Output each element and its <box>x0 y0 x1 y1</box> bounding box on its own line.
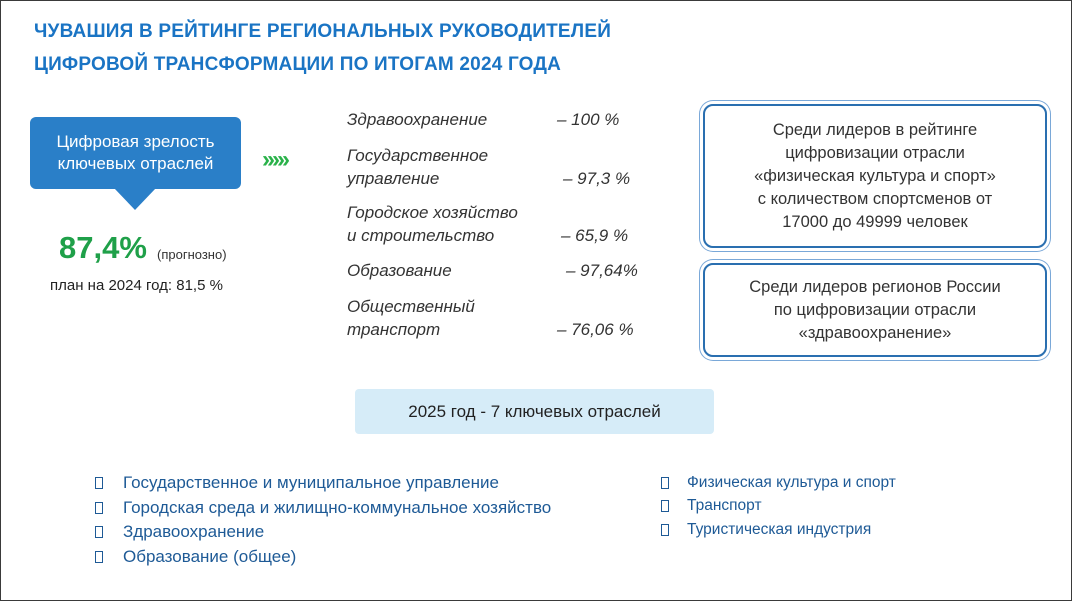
list-item-label: Физическая культура и спорт <box>687 473 896 491</box>
maturity-value: 87,4% <box>59 230 147 265</box>
callout-line-2: ключевых отраслей <box>57 154 214 173</box>
list-item: Образование (общее) <box>95 545 551 570</box>
list-item: Здравоохранение <box>95 520 551 545</box>
list-item: Городская среда и жилищно-коммунальное х… <box>95 496 551 521</box>
sector-name-education: Образование <box>347 259 452 282</box>
list-item: Транспорт <box>661 495 896 519</box>
list-item: Физическая культура и спорт <box>661 471 896 495</box>
sector-label: транспорт <box>347 320 441 339</box>
bullet-icon <box>95 550 103 563</box>
list-item: Государственное и муниципальное управлен… <box>95 471 551 496</box>
list-item-label: Образование (общее) <box>123 546 297 566</box>
sector-name-healthcare: Здравоохранение <box>347 108 487 131</box>
bullet-icon <box>661 500 669 513</box>
sector-value-healthcare: – 100 % <box>557 110 620 129</box>
callout-tail <box>114 188 156 210</box>
plan-text: план на 2024 год: 81,5 % <box>50 277 223 294</box>
box-line: Среди лидеров в рейтинге <box>772 120 978 139</box>
sector-name-gov: Государственное управление <box>347 144 488 190</box>
title-line-2: ЦИФРОВОЙ ТРАНСФОРМАЦИИ ПО ИТОГАМ 2024 ГО… <box>34 54 562 75</box>
healthcare-leader-box: Среди лидеров регионов России по цифрови… <box>703 263 1047 357</box>
bullet-icon <box>661 476 669 489</box>
key-sectors-list-right: Физическая культура и спорт Транспорт Ту… <box>661 471 896 542</box>
bullet-icon <box>95 526 103 539</box>
sector-label: Государственное <box>347 146 489 165</box>
sector-value-gov: – 97,3 % <box>563 169 631 188</box>
sector-value-urban: – 65,9 % <box>561 226 629 245</box>
list-item: Туристическая индустрия <box>661 518 896 542</box>
forecast-note: (прогнозно) <box>157 247 227 262</box>
sector-value-education: – 97,64% <box>566 261 638 280</box>
list-item-label: Государственное и муниципальное управлен… <box>123 473 499 493</box>
chevrons-right-icon: ››››› <box>262 146 290 173</box>
bullet-icon <box>95 501 103 514</box>
bullet-icon <box>661 523 669 536</box>
sector-label: Здравоохранение <box>347 110 488 129</box>
box-line: «здравоохранение» <box>798 323 952 342</box>
bullet-icon <box>95 477 103 490</box>
callout-line-1: Цифровая зрелость <box>56 132 215 151</box>
box-line: с количеством спортсменов от <box>757 189 993 208</box>
box-line: Среди лидеров регионов России <box>749 277 1001 296</box>
key-sectors-banner: 2025 год - 7 ключевых отраслей <box>355 389 714 434</box>
sector-value-transport: – 76,06 % <box>557 320 634 339</box>
sector-label: Общественный <box>347 297 475 316</box>
sector-label: управление <box>347 169 440 188</box>
box-line: цифровизации отрасли <box>785 143 965 162</box>
box-line: 17000 до 49999 человек <box>782 212 968 231</box>
sector-label: Образование <box>347 261 452 280</box>
digital-maturity-callout: Цифровая зрелость ключевых отраслей <box>30 117 241 189</box>
title-line-1: ЧУВАШИЯ В РЕЙТИНГЕ РЕГИОНАЛЬНЫХ РУКОВОДИ… <box>34 21 612 42</box>
list-item-label: Городская среда и жилищно-коммунальное х… <box>123 497 552 517</box>
key-sectors-list-left: Государственное и муниципальное управлен… <box>95 471 551 569</box>
box-line: «физическая культура и спорт» <box>754 166 996 185</box>
sector-label: Городское хозяйство <box>347 203 518 222</box>
sector-name-transport: Общественный транспорт <box>347 295 475 341</box>
page-title: ЧУВАШИЯ В РЕЙТИНГЕ РЕГИОНАЛЬНЫХ РУКОВОДИ… <box>34 15 611 81</box>
list-item-label: Здравоохранение <box>123 522 265 542</box>
box-line: по цифровизации отрасли <box>773 300 977 319</box>
sector-name-urban: Городское хозяйство и строительство <box>347 201 518 247</box>
list-item-label: Туристическая индустрия <box>687 520 872 538</box>
sector-label: и строительство <box>347 226 495 245</box>
sport-leader-box: Среди лидеров в рейтинге цифровизации от… <box>703 104 1047 248</box>
list-item-label: Транспорт <box>687 497 762 515</box>
